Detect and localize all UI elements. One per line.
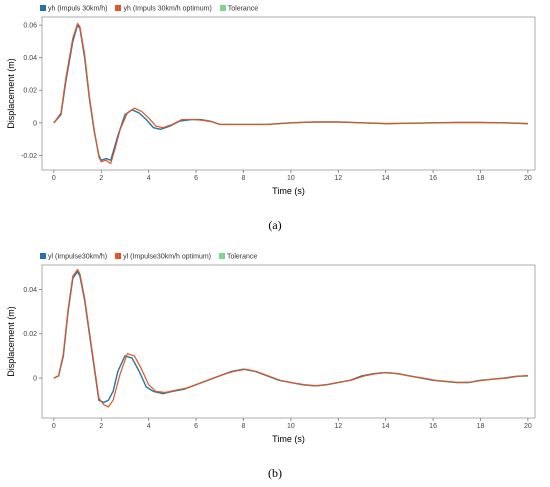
legend-label: yl (Impulse30km/h optimum) xyxy=(123,253,212,261)
x-tick-label: 2 xyxy=(99,423,103,430)
legend-swatch xyxy=(219,5,226,11)
x-tick-label: 18 xyxy=(477,175,485,182)
legend-swatch xyxy=(40,253,46,259)
legend-item[interactable]: Tolerance xyxy=(218,253,258,261)
figure-caption-b: (b) xyxy=(268,466,282,480)
y-tick-label: 0.04 xyxy=(23,55,37,62)
legend-item[interactable]: yl (Impulse30km/h) xyxy=(40,253,107,261)
y-tick-label: 0 xyxy=(33,376,37,383)
x-tick-label: 12 xyxy=(334,423,342,430)
legend-swatch xyxy=(115,5,122,11)
x-tick-label: 6 xyxy=(194,175,198,182)
x-tick-label: 16 xyxy=(429,423,437,430)
legend-swatch xyxy=(115,253,122,259)
x-tick-label: 8 xyxy=(242,175,246,182)
chart-panel-a: yh (Impuls 30km/h) yh (Impuls 30km/h opt… xyxy=(6,4,540,196)
legend-swatch xyxy=(218,253,225,259)
legend-item[interactable]: yh (Impuls 30km/h optimum) xyxy=(115,5,212,13)
x-tick-label: 18 xyxy=(477,423,485,430)
y-axis-title: Displacement (m) xyxy=(6,58,16,129)
chart-panel-b: yl (Impulse30km/h) yl (Impulse30km/h opt… xyxy=(6,252,540,444)
y-tick-label: 0.06 xyxy=(23,23,37,30)
line-chart-b: 0 2 4 6 8 10 12 14 16 18 20 0 0.02 0.04 Time (s) Displa… xyxy=(6,264,536,444)
x-tick-label: 8 xyxy=(242,423,246,430)
x-tick-label: 0 xyxy=(52,175,56,182)
legend: yh (Impuls 30km/h) yh (Impuls 30km/h opt… xyxy=(40,5,264,13)
x-tick-label: 10 xyxy=(287,423,295,430)
legend-label: yh (Impuls 30km/h optimum) xyxy=(123,5,212,13)
x-tick-label: 4 xyxy=(147,175,151,182)
y-tick-label: 0.02 xyxy=(23,88,37,95)
x-tick-label: 16 xyxy=(429,175,437,182)
y-tick-label: 0.02 xyxy=(23,331,37,338)
plot-area xyxy=(41,264,536,419)
x-axis-title: Time (s) xyxy=(272,186,305,196)
legend-label: Tolerance xyxy=(227,5,259,13)
x-tick-label: 4 xyxy=(147,423,151,430)
legend-label: yh (Impuls 30km/h) xyxy=(48,5,108,13)
line-chart-a: 0 2 4 6 8 10 12 14 16 18 20 -0.02 0 0.02 0.04 0.06 Time … xyxy=(6,16,536,196)
figure-caption-a: (a) xyxy=(268,218,282,232)
x-tick-label: 20 xyxy=(524,175,532,182)
y-tick-label: -0.02 xyxy=(21,153,37,160)
legend-label: Tolerance xyxy=(226,253,258,261)
x-tick-label: 2 xyxy=(99,175,103,182)
x-axis-title: Time (s) xyxy=(272,434,305,444)
legend-item[interactable]: yh (Impuls 30km/h) xyxy=(40,5,108,13)
x-tick-label: 14 xyxy=(382,423,390,430)
plot-area xyxy=(41,16,536,171)
x-tick-label: 14 xyxy=(382,175,390,182)
legend-item[interactable]: Tolerance xyxy=(219,5,259,13)
y-tick-label: 0.04 xyxy=(23,287,37,294)
x-tick-label: 0 xyxy=(52,423,56,430)
legend-swatch xyxy=(40,5,46,11)
legend-label: yl (Impulse30km/h) xyxy=(48,253,108,261)
x-tick-label: 6 xyxy=(194,423,198,430)
x-tick-label: 20 xyxy=(524,423,532,430)
x-tick-label: 12 xyxy=(334,175,342,182)
series-line xyxy=(53,22,528,165)
y-axis-title: Displacement (m) xyxy=(6,306,16,377)
legend: yl (Impulse30km/h) yl (Impulse30km/h opt… xyxy=(40,253,263,261)
x-tick-label: 10 xyxy=(287,175,295,182)
y-tick-label: 0 xyxy=(33,120,37,127)
legend-item[interactable]: yl (Impulse30km/h optimum) xyxy=(115,253,211,261)
series-line xyxy=(53,268,528,408)
